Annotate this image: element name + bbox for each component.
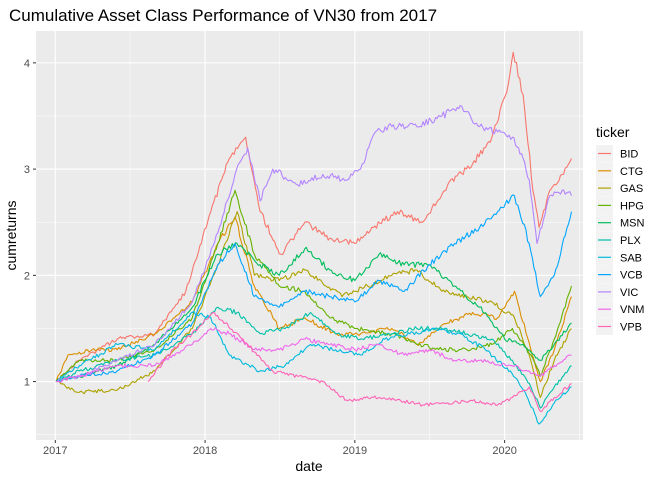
series-line-vpb	[147, 311, 572, 412]
legend-label-ctg: CTG	[620, 166, 643, 178]
x-tick-label: 2020	[492, 445, 516, 457]
chart-title: Cumulative Asset Class Performance of VN…	[9, 6, 437, 25]
legend: ticker BID CTG GAS HPG MSN PLX SAB VCB VIC VNM VPB	[596, 124, 645, 335]
x-tick-label: 2017	[43, 445, 67, 457]
legend-label-vcb: VCB	[620, 270, 643, 282]
x-axis-title: date	[295, 458, 322, 474]
minor-gridlines	[36, 31, 583, 440]
legend-label-bid: BID	[620, 149, 638, 161]
legend-label-gas: GAS	[620, 183, 643, 195]
legend-label-hpg: HPG	[620, 200, 644, 212]
y-tick-label: 1	[24, 377, 30, 389]
legend-label-vic: VIC	[620, 287, 638, 299]
y-tick-label: 3	[24, 164, 30, 176]
series-line-vic	[55, 104, 573, 383]
series-line-gas	[55, 211, 572, 399]
series-line-sab	[55, 310, 572, 425]
series-line-bid	[55, 51, 572, 382]
series-line-plx	[55, 306, 572, 409]
legend-items: BID CTG GAS HPG MSN PLX SAB VCB VIC VNM VPB	[596, 145, 645, 335]
series-line-vcb	[55, 194, 573, 383]
x-tick-label: 2019	[343, 445, 367, 457]
y-axis: 1 2 3 4	[24, 58, 36, 389]
x-tick-label: 2018	[193, 445, 217, 457]
legend-title: ticker	[596, 124, 630, 140]
series-line-vnm	[56, 327, 572, 383]
series-lines	[55, 51, 573, 425]
legend-label-vpb: VPB	[620, 322, 642, 334]
series-line-hpg	[55, 189, 573, 382]
major-gridlines	[36, 31, 583, 440]
y-axis-title: cumreturns	[3, 200, 19, 270]
plot-panel	[36, 31, 583, 440]
legend-label-msn: MSN	[620, 218, 645, 230]
legend-label-plx: PLX	[620, 235, 641, 247]
x-axis: 2017 2018 2019 2020	[43, 440, 517, 457]
y-tick-label: 2	[24, 270, 30, 282]
legend-label-vnm: VNM	[620, 304, 644, 316]
legend-label-sab: SAB	[620, 252, 642, 264]
y-tick-label: 4	[24, 58, 30, 70]
